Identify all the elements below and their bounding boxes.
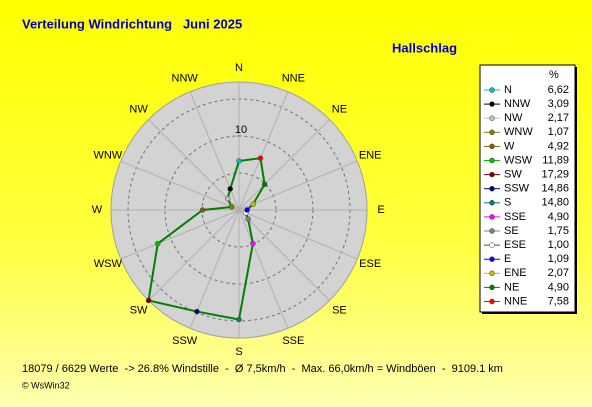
- legend-value: 7,58: [548, 295, 569, 307]
- wind-point: [257, 155, 264, 161]
- legend-value: 3,09: [548, 98, 569, 110]
- legend-marker: [489, 171, 495, 178]
- legend-marker: [489, 228, 495, 234]
- legend-marker: [489, 115, 495, 121]
- legend-label: SW: [504, 169, 522, 181]
- spoke: [148, 119, 240, 211]
- spoke: [189, 209, 240, 329]
- legend-value: 14,80: [541, 197, 569, 209]
- spoke: [238, 209, 358, 260]
- legend-label: SSE: [504, 211, 526, 223]
- wind-point: [145, 297, 152, 304]
- legend-marker: [489, 129, 495, 136]
- wind-point: [228, 204, 235, 210]
- legend-marker: [489, 157, 495, 164]
- copyright: © WsWin32: [22, 380, 70, 390]
- legend-value: 11,89: [542, 154, 569, 166]
- legend-label: N: [504, 84, 512, 96]
- legend-value: 6,62: [548, 84, 569, 96]
- direction-label: SSE: [282, 335, 304, 347]
- legend-value: 1,75: [548, 225, 569, 237]
- legend-marker: [489, 270, 495, 277]
- legend-label: SE: [504, 225, 519, 237]
- wind-point: [227, 186, 234, 192]
- legend-marker: [489, 256, 495, 262]
- legend-marker: [489, 87, 495, 93]
- legend-marker: [489, 284, 495, 291]
- legend-label: SSW: [504, 183, 530, 195]
- chart-title: Verteilung Windrichtung Juni 2025: [22, 16, 242, 31]
- legend-label: WSW: [504, 154, 533, 166]
- legend-value: 1,00: [548, 239, 569, 251]
- direction-label: SSW: [172, 335, 198, 347]
- legend-value: 4,92: [548, 140, 569, 152]
- spoke: [238, 119, 330, 211]
- legend-label: S: [504, 197, 511, 209]
- wind-point: [194, 308, 200, 315]
- wind-point: [244, 207, 250, 213]
- direction-label: ESE: [359, 258, 381, 270]
- legend-marker: [489, 143, 495, 150]
- direction-label: WNW: [93, 150, 122, 162]
- direction-label: S: [235, 346, 242, 358]
- wind-point: [250, 201, 256, 207]
- legend-marker: [489, 214, 495, 220]
- legend-label: W: [504, 140, 515, 152]
- chart-subtitle: Hallschlag: [392, 40, 457, 55]
- legend-marker: [489, 200, 495, 206]
- legend-value: 17,29: [541, 169, 569, 181]
- direction-label: NNW: [172, 73, 199, 85]
- spoke: [238, 209, 289, 329]
- legend-label: NNE: [504, 295, 527, 307]
- direction-label: WSW: [94, 258, 123, 270]
- legend-marker: [489, 185, 495, 192]
- legend-label: E: [504, 253, 511, 265]
- wind-point: [154, 240, 161, 247]
- spoke: [238, 209, 330, 301]
- spoke: [120, 209, 240, 260]
- direction-label: NE: [332, 103, 347, 115]
- legend-value: 4,90: [548, 211, 569, 223]
- footer: 18079 / 6629 Werte -> 26.8% Windstille -…: [22, 363, 503, 375]
- legend-value: 2,07: [548, 267, 569, 279]
- direction-label: SE: [332, 304, 347, 316]
- spoke: [238, 160, 358, 211]
- legend-label: ESE: [504, 239, 526, 251]
- direction-label: W: [92, 204, 103, 216]
- wind-point: [224, 195, 231, 202]
- spoke: [238, 91, 289, 211]
- wind-point: [199, 207, 206, 213]
- legend-value: 4,90: [548, 281, 569, 293]
- direction-label: ENE: [359, 150, 382, 162]
- legend-label: NE: [504, 281, 519, 293]
- legend-label: WNW: [504, 126, 533, 138]
- legend-marker: [489, 242, 495, 248]
- legend-label: ENE: [504, 267, 527, 279]
- spoke: [120, 160, 240, 211]
- direction-label: SW: [130, 304, 148, 316]
- direction-label: NW: [129, 103, 148, 115]
- wind-point: [250, 240, 256, 247]
- legend-label: NW: [504, 112, 523, 124]
- spoke: [148, 209, 240, 301]
- legend-marker: [489, 101, 495, 107]
- legend-value: 14,86: [541, 183, 569, 195]
- wind-point: [245, 216, 251, 222]
- wind-point: [236, 158, 242, 164]
- r-tick-label: 10: [235, 124, 247, 136]
- legend-value: 1,09: [548, 253, 569, 265]
- legend-value: 1,07: [548, 126, 569, 138]
- direction-label: N: [235, 62, 243, 74]
- legend-label: NNW: [504, 98, 531, 110]
- direction-label: E: [377, 204, 384, 216]
- wind-point: [236, 316, 242, 323]
- wind-point: [261, 181, 268, 188]
- legend-marker: [489, 298, 495, 305]
- legend-value: 2,17: [548, 112, 569, 124]
- legend-header: %: [549, 69, 559, 81]
- direction-label: NNE: [282, 73, 305, 85]
